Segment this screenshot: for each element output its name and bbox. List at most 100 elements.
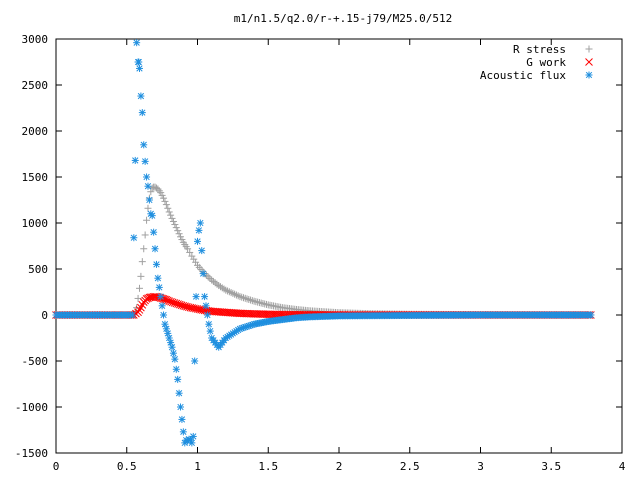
y-tick-label: 0 [41, 309, 48, 322]
y-tick-label: 1500 [22, 171, 49, 184]
data-point [164, 329, 172, 337]
chart-title: m1/n1.5/q2.0/r-+.15-j79/M25.0/512 [234, 12, 453, 25]
data-point [205, 320, 213, 328]
data-point [128, 311, 136, 319]
data-point [203, 311, 211, 319]
x-tick-label: 0.5 [117, 460, 137, 473]
data-point [229, 289, 237, 297]
data-point [167, 339, 175, 347]
data-point [169, 217, 177, 225]
legend-marker [585, 45, 593, 53]
data-point [152, 260, 160, 268]
data-point [130, 234, 138, 242]
data-point [161, 197, 169, 205]
data-point [225, 288, 233, 296]
data-point [172, 224, 180, 232]
legend-label: G work [526, 56, 566, 69]
y-tick-label: 500 [28, 263, 48, 276]
data-point [201, 293, 209, 301]
x-tick-label: 1.5 [258, 460, 278, 473]
data-point [148, 212, 156, 220]
y-tick-label: 2000 [22, 125, 49, 138]
axes: 0 0.5 1 1.5 2 2.5 3 3.5 4 -1500 -1000 -500 0 500 1000 1… [15, 33, 626, 473]
data-point [144, 204, 152, 212]
y-tick-label: 3000 [22, 33, 49, 46]
data-point [196, 219, 204, 227]
data-point [155, 283, 163, 291]
data-point [204, 273, 212, 281]
data-point [184, 245, 192, 253]
data-point [172, 365, 180, 373]
data-point [190, 255, 198, 263]
data-point [245, 295, 253, 303]
y-tick-label: 1000 [22, 217, 49, 230]
series-r-stress [52, 183, 595, 319]
data-point [162, 201, 170, 209]
plot-frame [55, 38, 623, 454]
x-tick-label: 4 [619, 460, 626, 473]
data-point [202, 302, 210, 310]
data-point [234, 292, 242, 300]
data-point [161, 320, 169, 328]
data-point [158, 302, 166, 310]
data-point [140, 141, 148, 149]
data-point [135, 284, 143, 292]
data-point [144, 182, 152, 190]
data-point [227, 289, 235, 297]
data-point [202, 271, 210, 279]
data-point [241, 294, 249, 302]
y-tick-label: 2500 [22, 79, 49, 92]
data-point [199, 270, 207, 278]
data-point [208, 276, 216, 284]
data-point [211, 279, 219, 287]
data-point [137, 92, 145, 100]
legend-marker [585, 71, 593, 79]
data-point [147, 188, 155, 196]
data-point [239, 294, 247, 302]
series-acoustic-flux [52, 39, 595, 447]
data-point [175, 230, 183, 238]
data-point [195, 226, 203, 234]
data-point [135, 64, 143, 72]
x-tick-label: 1 [194, 460, 201, 473]
data-point [224, 287, 232, 295]
data-point [218, 284, 226, 292]
data-point [243, 295, 251, 303]
data-point [186, 248, 194, 256]
data-point [174, 227, 182, 235]
data-point [165, 208, 173, 216]
data-point [206, 274, 214, 282]
legend-label: Acoustic flux [480, 69, 566, 82]
data-point [144, 294, 152, 303]
data-point [162, 325, 170, 333]
data-point [165, 334, 173, 342]
data-point [174, 375, 182, 383]
data-point [145, 196, 153, 204]
data-point [209, 277, 217, 285]
y-tick-label: -500 [22, 355, 49, 368]
data-point [135, 58, 143, 66]
data-point [157, 293, 165, 301]
data-point [194, 237, 201, 245]
data-point [222, 286, 230, 294]
data-point [189, 432, 197, 440]
data-point [179, 428, 187, 436]
data-point [141, 231, 149, 239]
data-point [160, 311, 168, 319]
data-point [150, 228, 158, 236]
data-point [587, 311, 595, 319]
data-point [188, 439, 196, 447]
data-point [220, 285, 228, 293]
data-point [192, 258, 200, 266]
data-point [236, 293, 244, 301]
data-point [171, 221, 179, 229]
data-point [232, 291, 240, 299]
x-tick-label: 3 [477, 460, 484, 473]
data-point [138, 258, 146, 266]
data-point [143, 173, 151, 181]
data-point [168, 214, 176, 222]
data-point [238, 293, 246, 301]
data-point [135, 306, 144, 314]
data-point [133, 39, 141, 47]
